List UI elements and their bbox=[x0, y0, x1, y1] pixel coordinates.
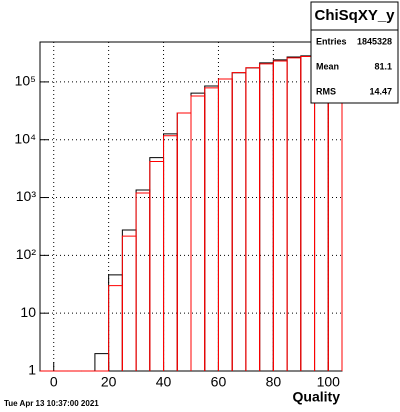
y-tick-label: 1 bbox=[28, 362, 36, 378]
x-tick-label: 80 bbox=[266, 374, 282, 390]
y-tick-label: 10² bbox=[16, 246, 37, 262]
y-tick-label: 10 bbox=[20, 304, 36, 320]
stats-value: 1845328 bbox=[357, 36, 392, 46]
x-tick-label: 100 bbox=[317, 374, 341, 390]
stats-value: 14.47 bbox=[369, 86, 392, 96]
x-axis-label: Quality bbox=[293, 389, 341, 405]
stats-label: RMS bbox=[316, 86, 336, 96]
y-tick-label: 10⁴ bbox=[14, 130, 36, 146]
footer: Tue Apr 13 10:37:00 2021 bbox=[4, 399, 99, 408]
stats-box bbox=[310, 1, 399, 104]
x-tick-label: 20 bbox=[101, 374, 117, 390]
stats-title: ChiSqXY_y bbox=[314, 7, 395, 24]
x-tick-label: 40 bbox=[156, 374, 172, 390]
x-tick-label: 60 bbox=[211, 374, 227, 390]
stats-value: 81.1 bbox=[374, 61, 392, 71]
y-tick-label: 10³ bbox=[16, 188, 37, 204]
stats-label: Mean bbox=[316, 61, 339, 71]
x-tick-label: 0 bbox=[50, 374, 58, 390]
y-tick-label: 10⁵ bbox=[15, 73, 36, 89]
stats-label: Entries bbox=[316, 36, 347, 46]
